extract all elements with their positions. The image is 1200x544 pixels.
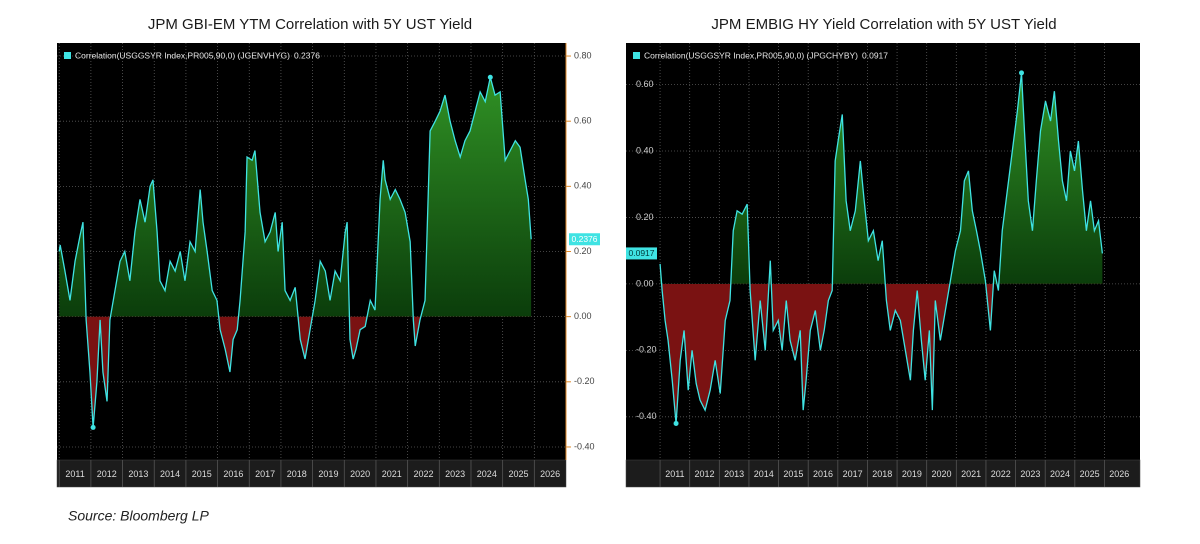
legend-label: Correlation(USGGSYR Index,PR005,90,0) (J… <box>644 50 858 60</box>
x-tick-label: 2016 <box>813 469 833 479</box>
positive-area <box>59 77 532 317</box>
x-tick-label: 2019 <box>318 469 338 479</box>
extreme-marker <box>1018 70 1024 76</box>
x-tick-label: 2014 <box>160 469 180 479</box>
x-tick-label: 2026 <box>540 469 560 479</box>
x-tick-label: 2026 <box>1109 469 1129 479</box>
x-tick-label: 2021 <box>961 469 981 479</box>
legend-swatch <box>633 52 640 59</box>
x-axis-band <box>625 459 1141 488</box>
x-tick-label: 2013 <box>128 469 148 479</box>
last-value-label: 0.0917 <box>629 248 655 258</box>
legend-value: 0.2376 <box>294 50 320 60</box>
positive-area <box>660 72 1103 284</box>
y-tick-label: -0.20 <box>636 345 657 355</box>
x-tick-label: 2012 <box>694 469 714 479</box>
x-tick-label: 2020 <box>350 469 370 479</box>
x-tick-label: 2023 <box>1020 469 1040 479</box>
x-tick-label: 2024 <box>1050 469 1070 479</box>
extreme-marker <box>90 424 96 430</box>
legend-label: Correlation(USGGSYR Index,PR005,90,0) (J… <box>75 50 290 60</box>
x-tick-label: 2021 <box>382 469 402 479</box>
last-value-tag <box>626 247 657 260</box>
y-tick-label: -0.20 <box>574 376 595 386</box>
x-tick-label: 2015 <box>783 469 803 479</box>
x-tick-label: 2012 <box>97 469 117 479</box>
x-tick-label: 2015 <box>192 469 212 479</box>
y-tick-label: 0.00 <box>636 278 654 288</box>
x-tick-label: 2011 <box>65 469 84 479</box>
y-tick-label: 0.20 <box>636 212 654 222</box>
x-tick-label: 2023 <box>445 469 465 479</box>
x-tick-label: 2022 <box>413 469 433 479</box>
x-tick-label: 2025 <box>1080 469 1100 479</box>
x-tick-label: 2022 <box>991 469 1011 479</box>
x-tick-label: 2013 <box>724 469 744 479</box>
x-tick-label: 2020 <box>931 469 951 479</box>
x-tick-label: 2024 <box>477 469 497 479</box>
chart-title: JPM GBI-EM YTM Correlation with 5Y UST Y… <box>148 16 472 33</box>
y-tick-label: 0.60 <box>636 79 654 89</box>
x-tick-label: 2017 <box>843 469 863 479</box>
y-tick-label: -0.40 <box>574 441 595 451</box>
y-tick-label: 0.20 <box>574 246 592 256</box>
y-tick-label: 0.40 <box>636 145 654 155</box>
x-tick-label: 2025 <box>508 469 528 479</box>
series-line <box>659 72 1104 424</box>
chart-title: JPM EMBIG HY Yield Correlation with 5Y U… <box>711 16 1056 33</box>
y-tick-label: 0.60 <box>574 116 592 126</box>
source-note: Source: Bloomberg LP <box>68 508 210 524</box>
y-tick-label: 0.40 <box>574 181 592 191</box>
x-tick-label: 2017 <box>255 469 275 479</box>
y-tick-label: 0.00 <box>574 311 592 321</box>
x-axis-band <box>56 459 567 488</box>
last-value-label: 0.2376 <box>572 234 598 244</box>
x-tick-label: 2018 <box>287 469 307 479</box>
legend-swatch <box>64 52 71 59</box>
extreme-marker <box>673 420 679 426</box>
x-tick-label: 2014 <box>754 469 774 479</box>
x-tick-label: 2018 <box>872 469 892 479</box>
x-tick-label: 2016 <box>223 469 243 479</box>
y-tick-label: -0.40 <box>636 411 657 421</box>
y-tick-label: 0.80 <box>574 50 592 60</box>
x-tick-label: 2011 <box>665 469 684 479</box>
series-line <box>58 77 532 428</box>
negative-area <box>661 283 999 424</box>
last-value-tag <box>569 233 600 246</box>
legend-value: 0.0917 <box>862 50 888 60</box>
extreme-marker <box>487 74 493 80</box>
x-tick-label: 2019 <box>902 469 922 479</box>
